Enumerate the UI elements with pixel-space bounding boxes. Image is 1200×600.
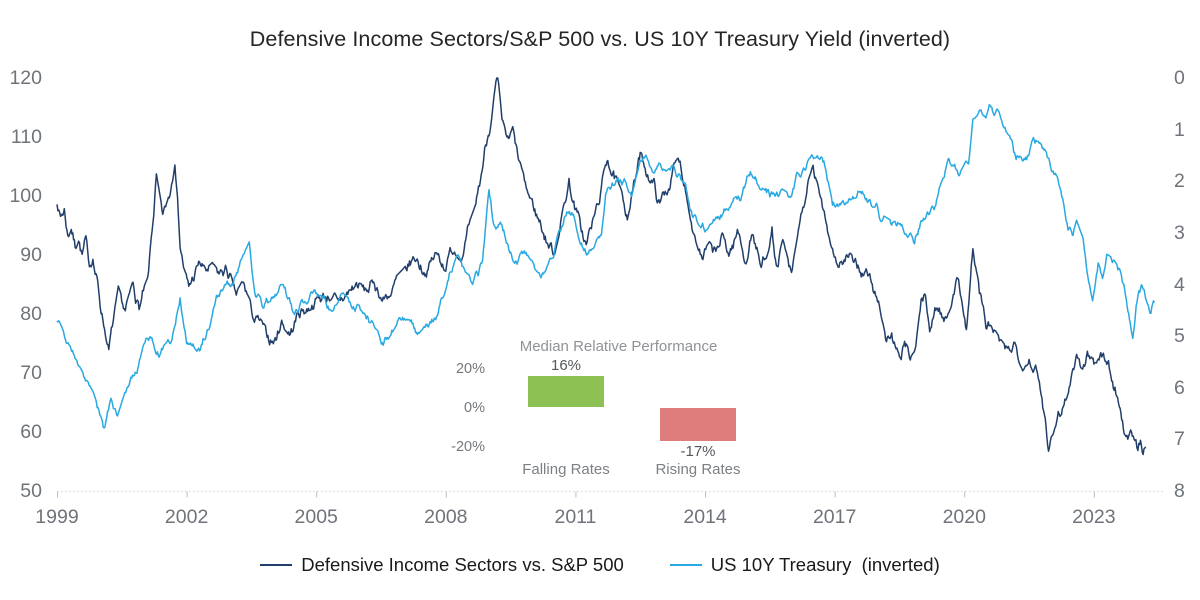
x-axis-tick-2023: 2023	[1072, 506, 1116, 528]
inset-bar-value-2: -17%	[680, 442, 716, 460]
left-axis-tick-120: 120	[9, 67, 42, 89]
x-axis-tick-2014: 2014	[683, 506, 727, 528]
right-axis-tick-6: 6	[1174, 376, 1185, 399]
right-axis-tick-5: 5	[1174, 325, 1185, 348]
x-axis-tick-2008: 2008	[424, 506, 468, 528]
left-axis-tick-80: 80	[20, 303, 42, 325]
left-axis-tick-100: 100	[9, 185, 42, 207]
legend-label-1: Defensive Income Sectors vs. S&P 500	[301, 554, 624, 575]
legend-label-2: US 10Y Treasury (inverted)	[710, 554, 940, 575]
legend: Defensive Income Sectors vs. S&P 500 US 1…	[0, 551, 1200, 579]
x-axis-tick-2005: 2005	[294, 506, 338, 528]
inset-bar-category-1: Falling Rates	[522, 461, 610, 478]
right-axis-tick-4: 4	[1174, 273, 1185, 296]
left-axis-tick-110: 110	[10, 126, 42, 148]
series-line-defensive-vs-sp500	[56, 77, 1147, 456]
inset-bar-chart: Median Relative Performance 20% 0% -20% 16%…	[440, 336, 752, 486]
left-axis-tick-50: 50	[20, 480, 42, 502]
right-axis-tick-3: 3	[1174, 221, 1185, 244]
inset-bar-value-1: 16%	[550, 357, 582, 375]
legend-line-swatch-2	[669, 564, 702, 566]
inset-bar-category-2: Rising Rates	[655, 461, 741, 478]
left-axis-tick-60: 60	[20, 421, 42, 443]
x-axis-tick-1999: 1999	[35, 506, 79, 528]
right-axis-tick-0: 0	[1174, 67, 1185, 89]
right-axis-tick-2: 2	[1174, 170, 1185, 193]
inset-tick-20: 20%	[455, 360, 485, 377]
x-axis-tick-2020: 2020	[942, 506, 986, 528]
inset-title: Median Relative Performance	[519, 338, 718, 355]
inset-bar-rising-rates	[660, 407, 736, 441]
x-axis-tick-2011: 2011	[554, 506, 597, 528]
chart-title: Defensive Income Sectors/S&P 500 vs. US …	[249, 27, 951, 51]
right-axis-tick-8: 8	[1174, 480, 1185, 502]
legend-line-swatch-1	[260, 564, 293, 566]
right-axis-tick-7: 7	[1174, 428, 1185, 451]
legend-item-2: US 10Y Treasury (inverted)	[669, 554, 940, 576]
inset-bar-falling-rates	[528, 376, 604, 408]
inset-tick-0: 0%	[464, 399, 485, 416]
left-axis-tick-70: 70	[20, 362, 42, 384]
legend-item-1: Defensive Income Sectors vs. S&P 500	[260, 554, 624, 576]
x-axis-tick-2017: 2017	[812, 506, 857, 528]
x-axis-tick-2002: 2002	[164, 506, 209, 528]
left-axis-tick-90: 90	[20, 244, 42, 266]
inset-tick--20: -20%	[451, 438, 485, 455]
series-line-us-10y-treasury	[56, 103, 1156, 429]
right-axis-tick-1: 1	[1174, 118, 1185, 141]
